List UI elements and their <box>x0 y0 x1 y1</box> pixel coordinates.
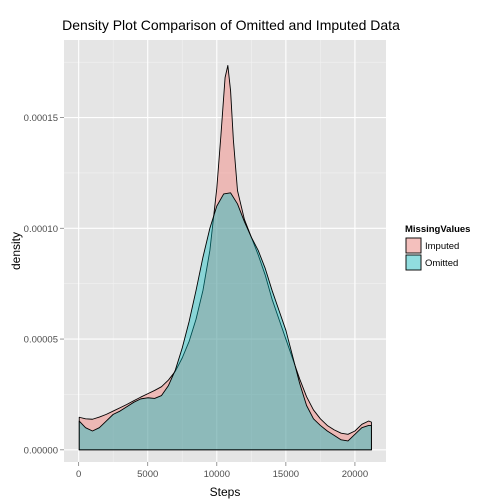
legend-key-bg <box>404 253 423 272</box>
legend-label-imputed: Imputed <box>425 241 459 252</box>
minor-gridlines <box>64 40 386 462</box>
y-tick-label: 0.00005 <box>24 335 58 346</box>
legend-entries: Imputed Omitted <box>404 236 459 272</box>
y-tick-label: 0.00010 <box>24 224 58 235</box>
legend-label-omitted: Omitted <box>425 258 458 269</box>
density-area-imputed <box>78 65 372 451</box>
x-tick-label: 15000 <box>273 469 299 480</box>
x-tick-label: 5000 <box>137 469 158 480</box>
legend-swatch-imputed <box>405 237 422 254</box>
plot-panel <box>64 40 386 462</box>
chart-title: Density Plot Comparison of Omitted and I… <box>62 17 400 33</box>
y-tick-label: 0.00000 <box>24 445 58 456</box>
density-areas <box>78 65 372 451</box>
legend-swatch-omitted <box>405 254 422 271</box>
x-tick-label: 20000 <box>342 469 368 480</box>
y-axis-ticks: 0.00000 0.00005 0.00010 0.00015 <box>24 113 64 456</box>
y-tick-label: 0.00015 <box>24 113 58 124</box>
x-axis-title: Steps <box>210 485 241 499</box>
legend-title: MissingValues <box>405 224 470 235</box>
x-axis-ticks: 0 5000 10000 15000 20000 <box>76 462 368 480</box>
legend: MissingValues Imputed Omitted <box>404 224 470 272</box>
density-area-omitted <box>78 192 372 451</box>
y-axis-title: density <box>9 232 23 270</box>
x-tick-label: 0 <box>76 469 81 480</box>
x-tick-label: 10000 <box>204 469 230 480</box>
